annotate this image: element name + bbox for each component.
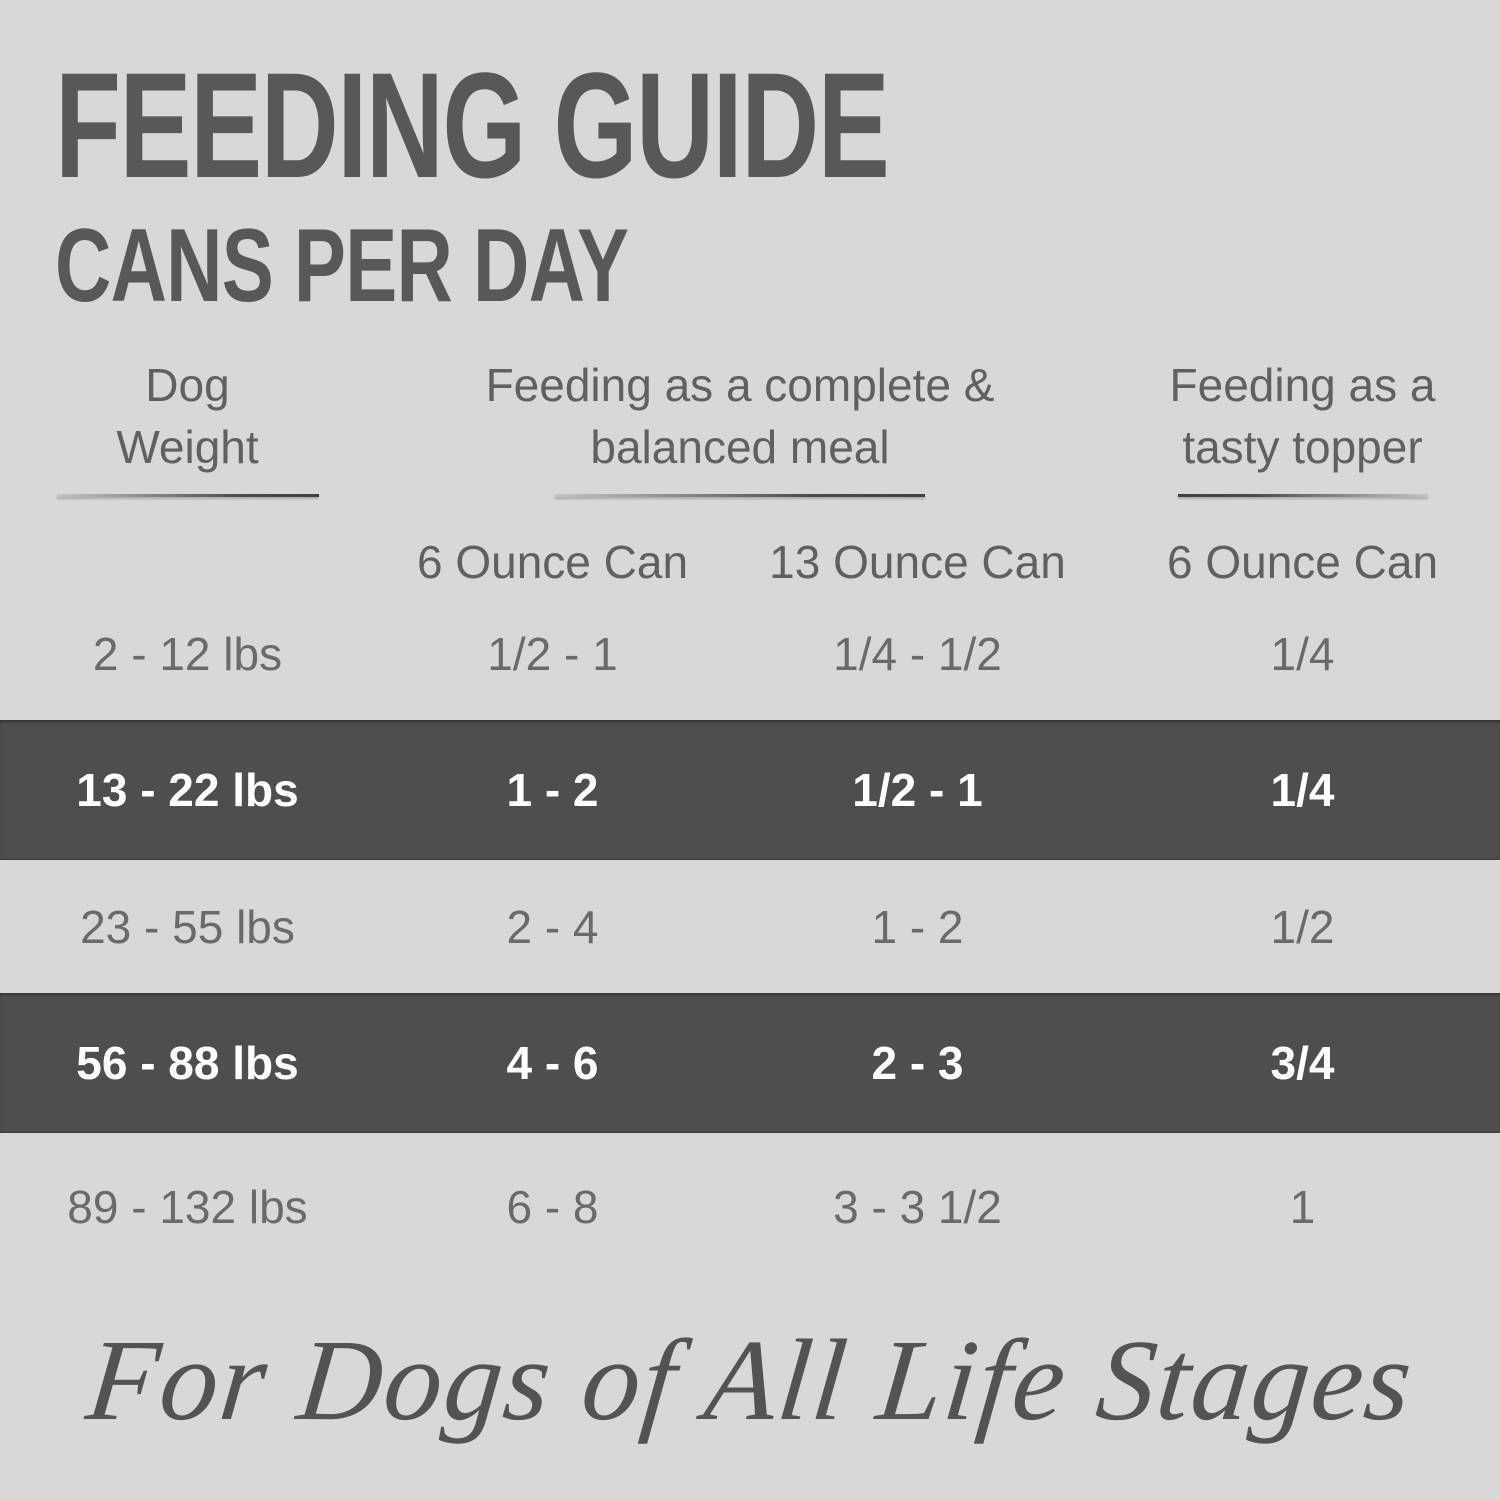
column-header-line: Dog xyxy=(145,359,230,411)
subheader-topper-6oz-can: 6 Ounce Can xyxy=(1166,536,1439,588)
feeding-table: Dog Weight Feeding as a complete & balan… xyxy=(0,354,1500,1281)
column-header-line: Feeding as a xyxy=(1169,359,1436,411)
complete-6oz-cell: 2 - 4 xyxy=(506,900,599,953)
footer: For Dogs of All Life Stages xyxy=(0,1309,1500,1454)
subheader-13oz-can: 13 Ounce Can xyxy=(769,536,1066,588)
column-header-complete-meal: Feeding as a complete & balanced meal xyxy=(375,354,1105,497)
column-header-dog-weight: Dog Weight xyxy=(0,354,375,497)
table-row: 89 - 132 lbs 6 - 8 3 - 3 1/2 1 xyxy=(0,1133,1500,1281)
subheader-empty xyxy=(0,537,375,587)
page-subtitle: CANS PER DAY xyxy=(55,208,629,324)
table-row: 23 - 55 lbs 2 - 4 1 - 2 1/2 xyxy=(0,860,1500,993)
complete-6oz-cell: 4 - 6 xyxy=(506,1037,599,1089)
table-column-group-headers: Dog Weight Feeding as a complete & balan… xyxy=(0,354,1500,497)
topper-6oz-cell: 1/4 xyxy=(1270,764,1335,816)
life-stages-tagline: For Dogs of All Life Stages xyxy=(80,1317,1420,1445)
column-header-line: Weight xyxy=(116,421,259,473)
complete-13oz-cell: 1 - 2 xyxy=(871,900,964,953)
header-underline xyxy=(56,494,319,497)
column-header-line: balanced meal xyxy=(590,421,890,473)
table-row: 2 - 12 lbs 1/2 - 1 1/4 - 1/2 1/4 xyxy=(0,587,1500,720)
complete-13oz-cell: 1/4 - 1/2 xyxy=(833,627,1002,680)
dog-weight-cell: 2 - 12 lbs xyxy=(92,627,283,680)
subheader-6oz-can: 6 Ounce Can xyxy=(416,536,689,588)
complete-13oz-cell: 1/2 - 1 xyxy=(852,764,983,816)
dog-weight-cell: 23 - 55 lbs xyxy=(80,900,295,953)
column-header-line: Feeding as a complete & xyxy=(485,359,995,411)
complete-6oz-cell: 1 - 2 xyxy=(506,764,599,816)
dog-weight-cell: 13 - 22 lbs xyxy=(76,764,299,816)
header-underline xyxy=(555,494,925,497)
dog-weight-cell: 89 - 132 lbs xyxy=(67,1181,308,1233)
complete-13oz-cell: 3 - 3 1/2 xyxy=(833,1181,1002,1233)
title-block: FEEDING GUIDE CANS PER DAY xyxy=(0,0,1500,318)
topper-6oz-cell: 3/4 xyxy=(1270,1037,1335,1089)
table-subheaders: 6 Ounce Can 13 Ounce Can 6 Ounce Can xyxy=(0,537,1500,587)
column-header-line: tasty topper xyxy=(1182,421,1423,473)
complete-6oz-cell: 6 - 8 xyxy=(506,1181,599,1233)
topper-6oz-cell: 1/4 xyxy=(1270,627,1335,680)
dog-weight-cell: 56 - 88 lbs xyxy=(76,1037,299,1089)
page-title: FEEDING GUIDE xyxy=(55,41,890,209)
complete-13oz-cell: 2 - 3 xyxy=(871,1037,964,1089)
table-row-highlighted: 56 - 88 lbs 4 - 6 2 - 3 3/4 xyxy=(0,993,1500,1133)
topper-6oz-cell: 1 xyxy=(1289,1181,1316,1233)
table-row-highlighted: 13 - 22 lbs 1 - 2 1/2 - 1 1/4 xyxy=(0,720,1500,860)
header-underline xyxy=(1177,494,1428,497)
topper-6oz-cell: 1/2 xyxy=(1270,900,1335,953)
column-header-tasty-topper: Feeding as a tasty topper xyxy=(1105,354,1500,497)
complete-6oz-cell: 1/2 - 1 xyxy=(487,627,618,680)
